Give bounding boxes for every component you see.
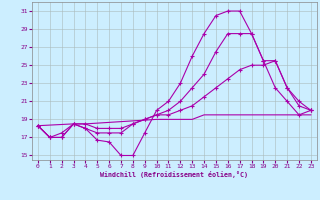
X-axis label: Windchill (Refroidissement éolien,°C): Windchill (Refroidissement éolien,°C) bbox=[100, 171, 248, 178]
